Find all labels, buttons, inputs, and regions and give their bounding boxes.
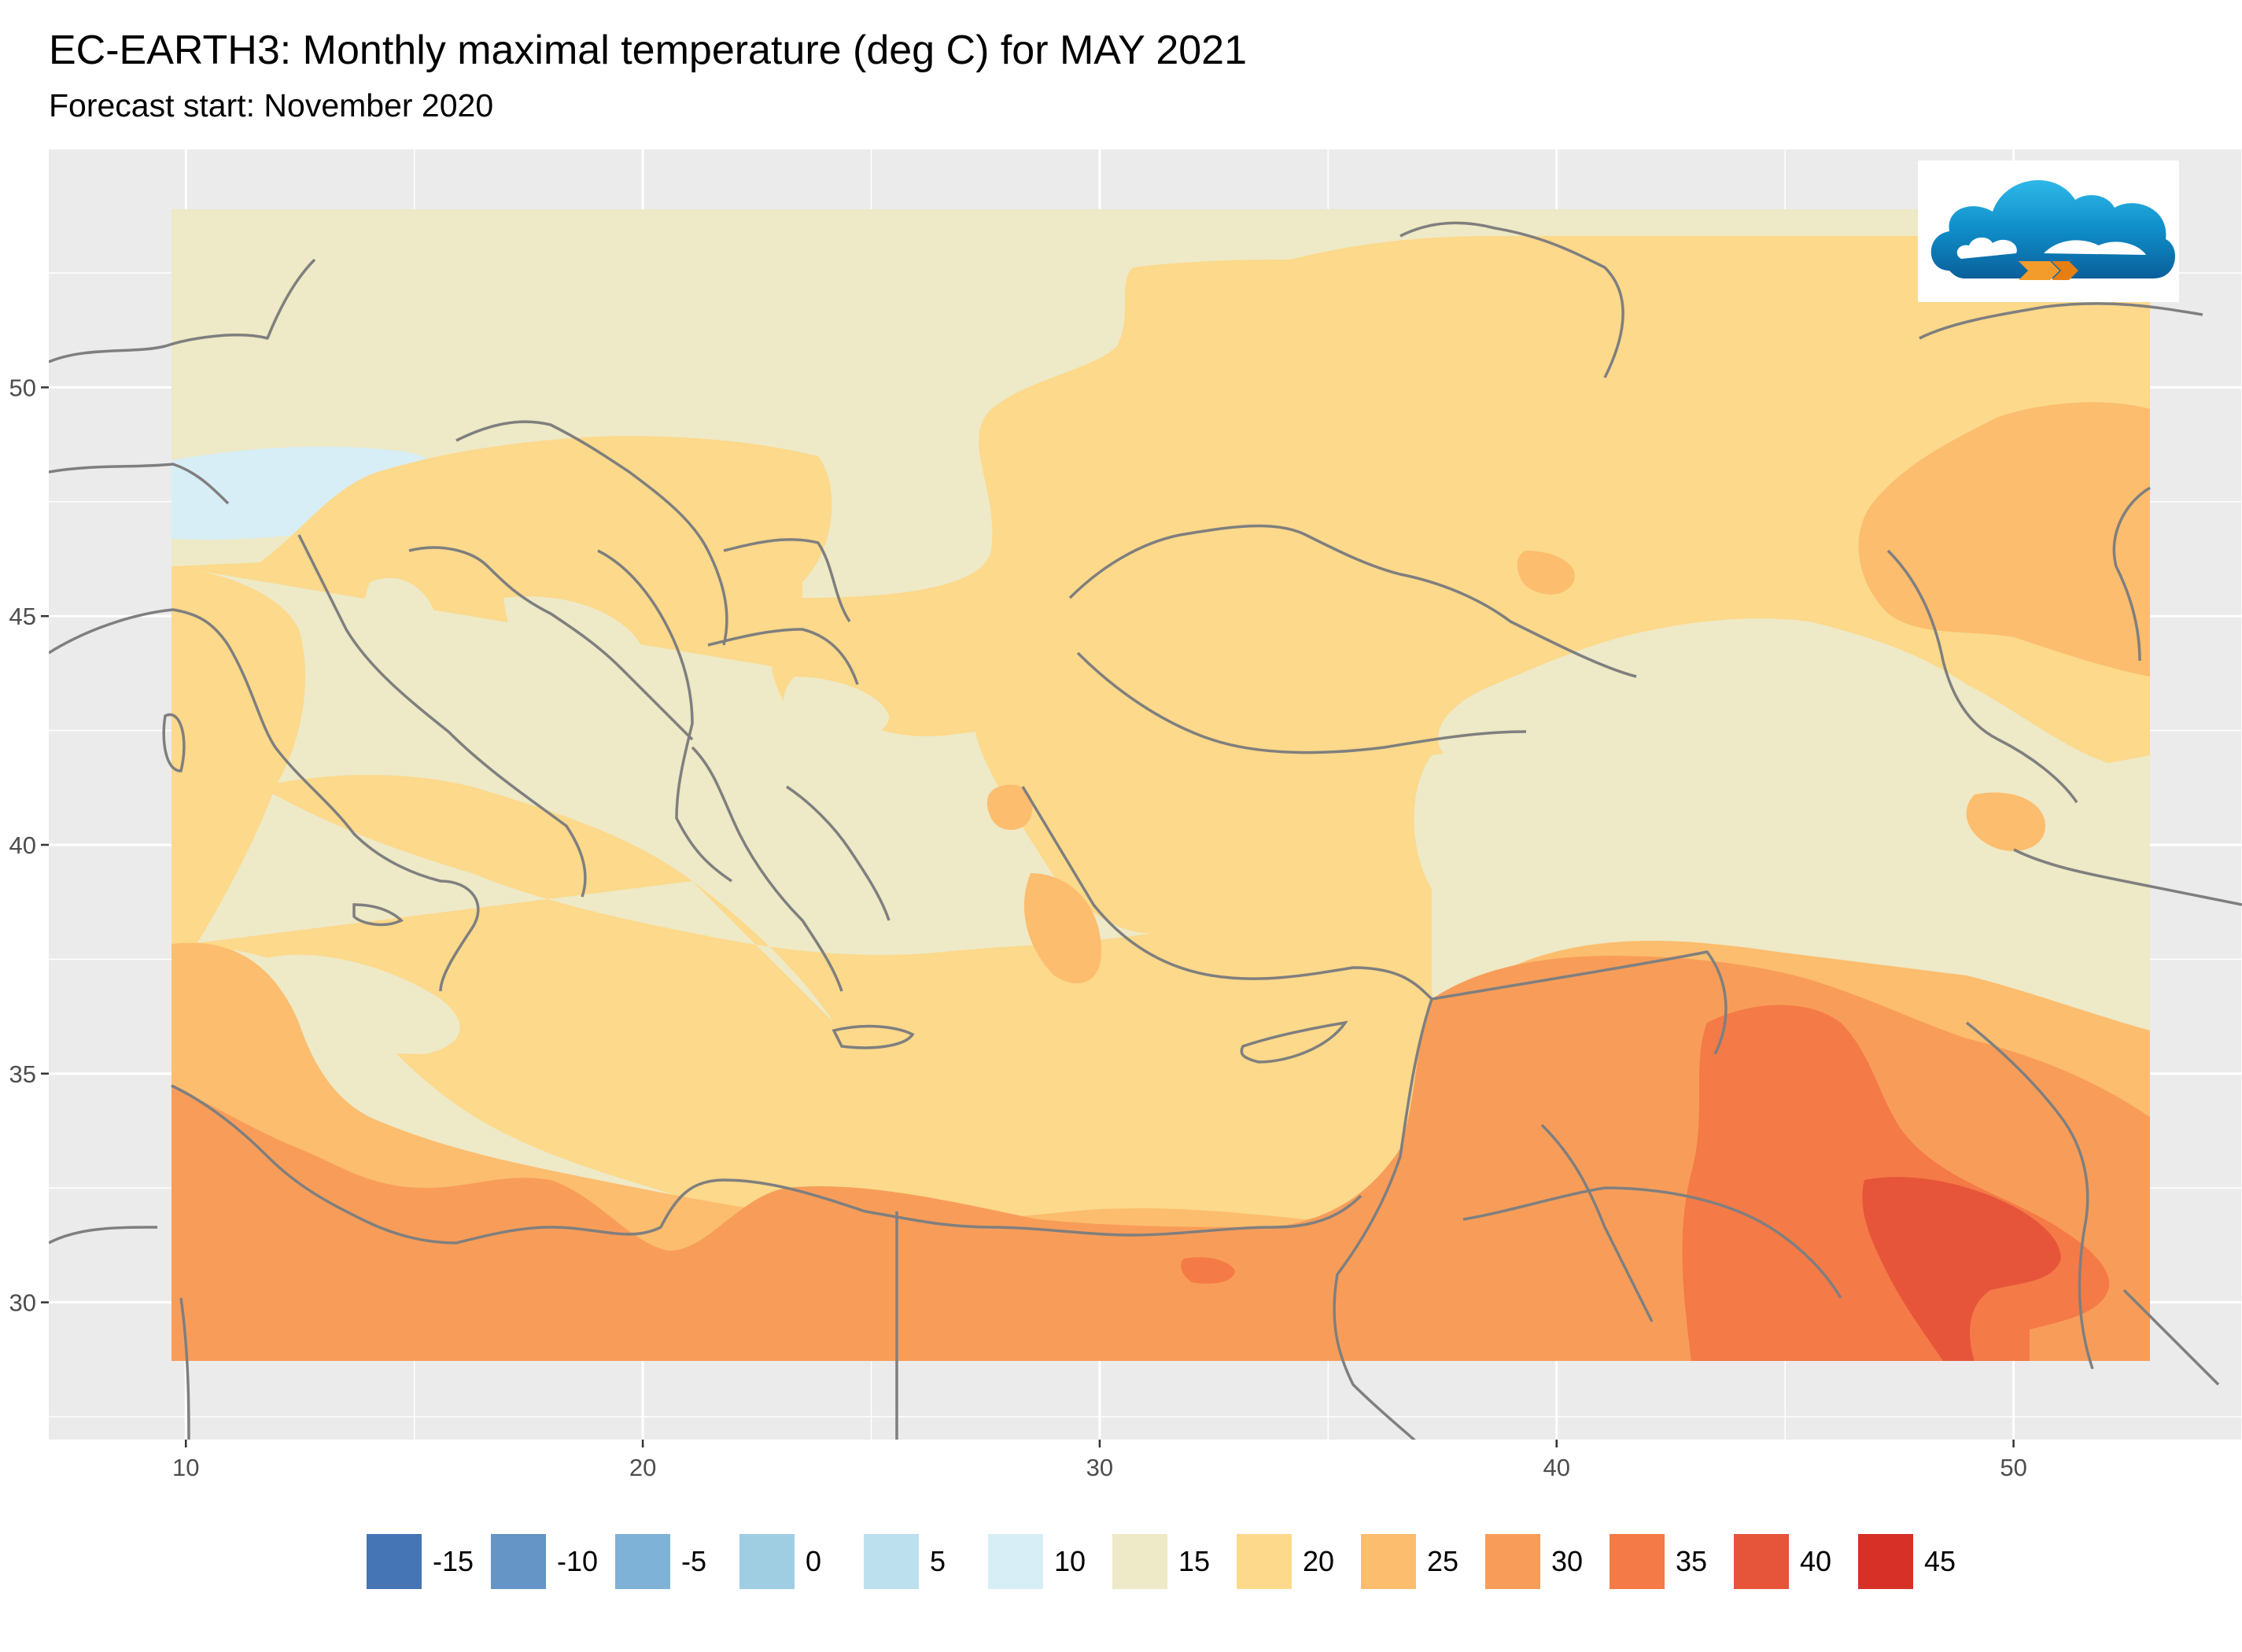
y-axis: 30 35 40 45 50 (9, 374, 49, 1317)
legend-label: -10 (557, 1545, 599, 1577)
y-tick-label: 30 (9, 1289, 36, 1317)
legend-swatch (615, 1534, 670, 1589)
legend-swatch (1858, 1534, 1913, 1589)
contour-35-pocket (1181, 1257, 1235, 1284)
legend-label: 15 (1178, 1545, 1211, 1577)
legend-label: -15 (433, 1545, 474, 1577)
legend-label: 0 (806, 1545, 822, 1577)
contour-40 (1862, 1177, 2061, 1361)
country-borders (49, 221, 2242, 1440)
contour-15-pocket (784, 677, 889, 740)
contour-20 (171, 236, 2150, 944)
contour-15-pocket (251, 954, 460, 1054)
x-tick-label: 20 (629, 1454, 656, 1481)
contour-15-anatolia (1414, 699, 1919, 908)
legend-swatch (864, 1534, 919, 1589)
legend-swatch (1485, 1534, 1540, 1589)
temperature-map: 10 20 30 40 50 30 35 40 45 50 (9, 149, 2242, 1481)
legend-swatch (1610, 1534, 1665, 1589)
x-tick-label: 30 (1086, 1454, 1113, 1481)
legend-swatch (739, 1534, 795, 1589)
legend: -15 -10 -5 0 5 10 15 20 25 30 35 40 45 (0, 1534, 2242, 1597)
y-tick-label: 35 (9, 1060, 36, 1088)
contour-25-pocket (1966, 792, 2045, 851)
page-title: EC-EARTH3: Monthly maximal temperature (… (49, 28, 1248, 73)
page-subtitle: Forecast start: November 2020 (49, 87, 494, 124)
contour-25-caspian (1858, 402, 2150, 677)
contour-15-pocket (363, 577, 441, 699)
legend-swatch (988, 1534, 1043, 1589)
contour-15-pocket (503, 596, 647, 710)
legend-label: 45 (1924, 1545, 1956, 1577)
legend-label: 20 (1303, 1545, 1335, 1577)
legend-swatch (367, 1534, 422, 1589)
legend-label: 5 (930, 1545, 946, 1577)
x-axis: 10 20 30 40 50 (172, 1440, 2027, 1481)
legend-swatch (1734, 1534, 1789, 1589)
islands (162, 713, 1348, 1064)
legend-swatch (1361, 1534, 1416, 1589)
cloud-logo (1918, 160, 2179, 302)
x-tick-label: 10 (172, 1454, 199, 1481)
contour-25-pocket (986, 784, 1033, 830)
contour-25-pocket (1517, 551, 1575, 595)
legend-label: 35 (1676, 1545, 1708, 1577)
y-tick-label: 40 (9, 832, 36, 859)
legend-swatch (1112, 1534, 1167, 1589)
legend-swatch (1237, 1534, 1292, 1589)
y-tick-label: 50 (9, 374, 36, 401)
contour-25-pocket (1023, 873, 1101, 983)
legend-label: -5 (681, 1545, 707, 1577)
contour-20-south (171, 566, 1437, 1239)
legend-swatch (491, 1534, 546, 1589)
legend-label: 25 (1427, 1545, 1459, 1577)
cloud-logo-icon (1930, 179, 2175, 280)
x-tick-label: 40 (1543, 1454, 1570, 1481)
y-tick-label: 45 (9, 603, 36, 630)
legend-label: 30 (1551, 1545, 1584, 1577)
x-tick-label: 50 (2000, 1454, 2026, 1481)
contour-30 (171, 956, 2150, 1361)
legend-label: 40 (1800, 1545, 1832, 1577)
legend-label: 10 (1054, 1545, 1086, 1577)
